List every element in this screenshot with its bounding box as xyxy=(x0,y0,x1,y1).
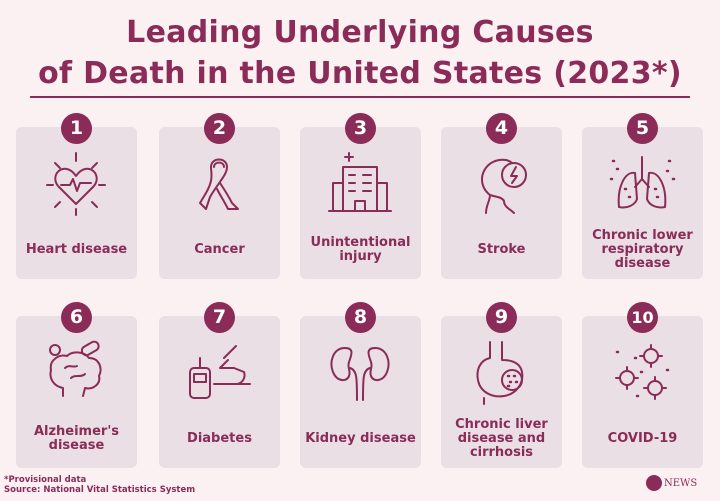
cause-card-7: 7 Diabetes xyxy=(159,302,280,468)
cause-label: Kidney disease xyxy=(305,431,416,446)
brain-pills-icon xyxy=(41,338,111,408)
page-title-line-2: of Death in the United States (2023*) xyxy=(38,56,682,91)
rank-badge: 7 xyxy=(204,302,235,333)
title-divider xyxy=(30,96,690,98)
provisional-note: *Provisional data xyxy=(4,475,87,485)
cause-label: Alzheimer's disease xyxy=(33,424,120,453)
page-title-line-1: Leading Underlying Causes xyxy=(126,15,594,50)
cause-card-6: 6 Alzheimer's disease xyxy=(16,302,137,468)
cause-label: Heart disease xyxy=(25,242,128,257)
cause-label: Unintentional injury xyxy=(310,235,411,264)
rank-badge: 2 xyxy=(204,113,235,144)
ribbon-icon xyxy=(184,149,254,219)
cause-card-9: 9 Chronic liver disease and cirrhosis xyxy=(441,302,562,468)
glucose-meter-icon xyxy=(184,338,254,408)
rank-badge: 5 xyxy=(627,113,658,144)
lungs-icon xyxy=(607,149,677,219)
cause-card-2: 2 Cancer xyxy=(159,113,280,279)
cause-label: Diabetes xyxy=(187,431,252,446)
hospital-icon xyxy=(325,149,395,219)
cause-card-4: 4 Stroke xyxy=(441,113,562,279)
head-lightning-icon xyxy=(466,149,536,219)
rank-badge: 3 xyxy=(345,113,376,144)
rank-badge: 1 xyxy=(61,113,92,144)
footer: *Provisional data Source: National Vital… xyxy=(4,475,195,495)
rank-badge: 6 xyxy=(61,302,92,333)
rank-badge: 10 xyxy=(627,302,658,333)
cause-label: Cancer xyxy=(194,242,245,257)
rank-badge: 8 xyxy=(345,302,376,333)
cause-label: Stroke xyxy=(477,242,526,257)
rank-badge: 4 xyxy=(486,113,517,144)
liver-icon xyxy=(466,338,536,408)
source-note: Source: National Vital Statistics System xyxy=(4,485,196,495)
abc-logo-mark xyxy=(646,475,662,491)
rank-badge: 9 xyxy=(486,302,517,333)
logo-text: NEWS xyxy=(664,477,698,489)
cause-label: Chronic liver disease and cirrhosis xyxy=(455,417,548,460)
cause-card-10: 10 COVID-19 xyxy=(582,302,703,468)
abc-news-logo: NEWS xyxy=(646,475,697,491)
virus-icon xyxy=(607,338,677,408)
cause-card-3: 3 Unintentional injury xyxy=(300,113,421,279)
kidneys-icon xyxy=(325,338,395,408)
heart-icon xyxy=(41,149,111,219)
cause-label: Chronic lower respiratory disease xyxy=(592,228,693,271)
cause-label: COVID-19 xyxy=(607,431,678,446)
cause-card-8: 8 Kidney disease xyxy=(300,302,421,468)
cause-card-1: 1 Heart disease xyxy=(16,113,137,279)
cause-card-5: 5 Chronic lower respiratory disease xyxy=(582,113,703,279)
